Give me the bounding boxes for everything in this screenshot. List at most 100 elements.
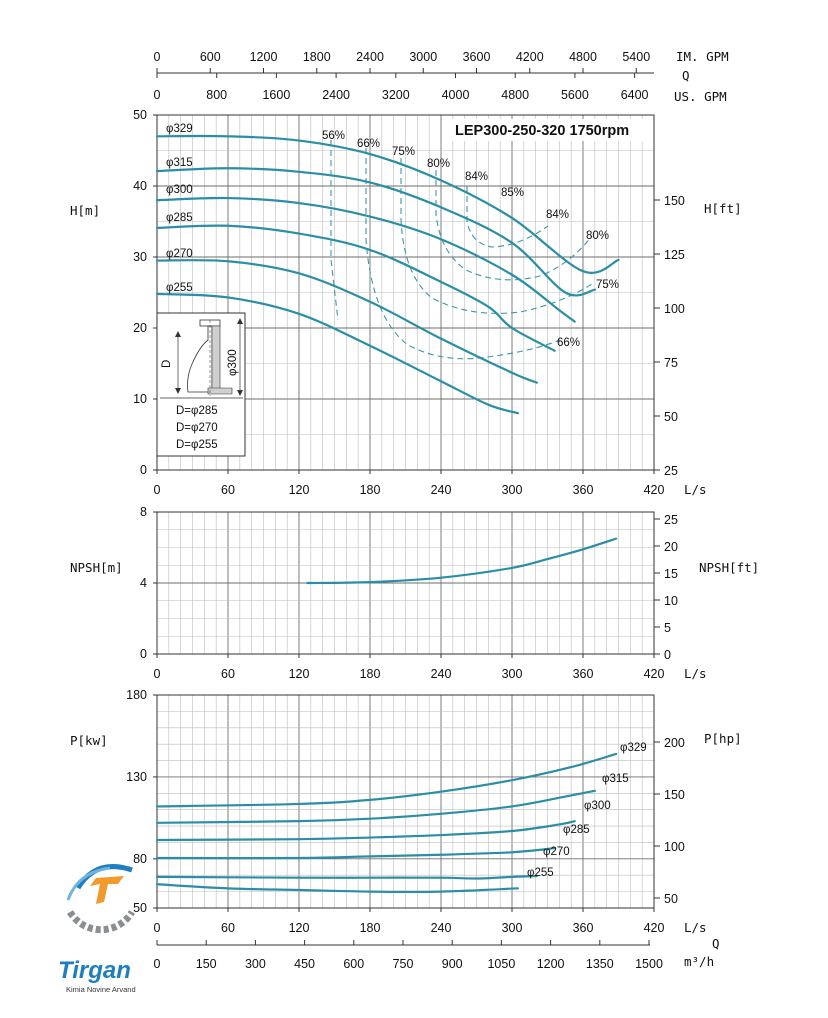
y2-tick-label: 150 <box>664 788 685 802</box>
x-tick-label: 0 <box>154 667 161 681</box>
npsh-y2-label: NPSH[ft] <box>699 560 759 575</box>
im-gpm-tick-label: 1800 <box>303 50 331 64</box>
x-tick-label: 180 <box>360 667 381 681</box>
power-curve-series <box>155 789 596 824</box>
y2-tick-label: 100 <box>664 840 685 854</box>
power-y-label: P[kw] <box>70 733 108 748</box>
x-tick-label: 60 <box>221 483 235 497</box>
eff-label: 84% <box>465 171 488 183</box>
x-tick-label: 360 <box>573 483 594 497</box>
dia-label: φ300 <box>166 184 193 196</box>
im-gpm-tick-label: 1200 <box>250 50 278 64</box>
npsh-grid: 0 60 120 180 240 300 360 420 0 4 8 0 5 10 15 20 25 <box>140 505 678 681</box>
x-tick-label: 180 <box>360 921 381 935</box>
head-x-unit: L/s <box>684 482 707 497</box>
eff-label: 80% <box>586 230 609 242</box>
power-curves <box>155 752 618 894</box>
y-tick-label: 130 <box>126 770 147 784</box>
impeller-icon <box>175 318 243 396</box>
eff-label: 80% <box>427 158 450 170</box>
x-tick-label: 120 <box>289 667 310 681</box>
eff-label: 66% <box>357 138 380 150</box>
y-tick-label: 40 <box>133 179 147 193</box>
head-y-label: H[m] <box>70 203 100 218</box>
eff-75-contour <box>400 158 593 314</box>
plot-frame <box>156 114 655 471</box>
m3h-ticks: 0 150 300 450 600 750 900 1050 1200 1350 1500 <box>154 940 663 971</box>
y-tick-label: 8 <box>140 505 147 519</box>
x-tick-label: 0 <box>154 921 161 935</box>
power-x-unit: L/s <box>684 920 707 935</box>
x-tick-label: 240 <box>431 667 452 681</box>
im-gpm-tick-label: 600 <box>200 50 221 64</box>
us-gpm-tick-label: 3200 <box>382 88 410 102</box>
y2-tick-label: 20 <box>664 540 678 554</box>
im-gpm-tick-label: 3000 <box>409 50 437 64</box>
dia-label: φ315 <box>166 157 193 169</box>
x-tick-label: 60 <box>221 667 235 681</box>
head-labels: φ329 φ315 φ300 φ285 φ270 φ255 56% 66% 75… <box>70 119 742 497</box>
y-tick-label: 180 <box>126 688 147 702</box>
y-tick-label: 0 <box>140 647 147 661</box>
y2-tick-label: 125 <box>664 248 685 262</box>
y-tick-label: 0 <box>140 463 147 477</box>
x-tick-label: 120 <box>289 921 310 935</box>
inset-line: D=φ285 <box>176 405 218 417</box>
power-dia-label: φ270 <box>543 846 570 858</box>
y-tick-label: 30 <box>133 250 147 264</box>
eff-84-contour <box>466 186 549 248</box>
y2-tick-label: 25 <box>664 513 678 527</box>
plot-frame <box>156 694 655 909</box>
power-curve-series <box>155 883 520 894</box>
x-tick-label: 360 <box>573 667 594 681</box>
m3h-tick-label: 450 <box>294 957 315 971</box>
x-tick-label: 300 <box>502 921 523 935</box>
power-dia-label: φ285 <box>563 824 590 836</box>
y2-tick-label: 200 <box>664 736 685 750</box>
x-tick-label: 360 <box>573 921 594 935</box>
title-backdrop <box>452 119 653 141</box>
head-curve-series <box>155 259 538 384</box>
x-tick-label: 420 <box>644 667 665 681</box>
y2-tick-label: 100 <box>664 302 685 316</box>
dia-label: φ329 <box>166 123 193 135</box>
us-gpm-tick-label: 5600 <box>561 88 589 102</box>
m3h-tick-label: 1200 <box>537 957 565 971</box>
x-tick-label: 0 <box>154 483 161 497</box>
m3h-tick-label: 900 <box>442 957 463 971</box>
npsh-curve-series <box>306 537 618 585</box>
logo-subtext: Kimia Novine Arvand <box>66 985 136 994</box>
eff-label: 75% <box>596 279 619 291</box>
im-gpm-unit: IM. GPM <box>676 49 729 64</box>
x-tick-label: 420 <box>644 921 665 935</box>
eff-label: 66% <box>557 337 580 349</box>
eff-66-contour <box>365 148 561 360</box>
y-tick-label: 50 <box>133 108 147 122</box>
bottom-q-label: Q <box>712 936 720 951</box>
x-tick-label: 60 <box>221 921 235 935</box>
us-gpm-tick-label: 4800 <box>501 88 529 102</box>
gear-logo-icon <box>66 864 136 934</box>
y-tick-label: 10 <box>133 392 147 406</box>
head-curve-series <box>155 134 620 274</box>
y2-tick-label: 5 <box>664 621 671 635</box>
im-gpm-tick-label: 2400 <box>356 50 384 64</box>
power-dia-label: φ315 <box>602 773 629 785</box>
eff-label: 56% <box>322 130 345 142</box>
top-flow-axes: IM. GPM Q US. GPM <box>157 49 729 104</box>
eff-label: 85% <box>501 187 524 199</box>
inset-d-label: D <box>161 360 173 368</box>
chart-title: LEP300-250-320 1750rpm <box>455 123 629 139</box>
y2-tick-label: 50 <box>664 892 678 906</box>
y2-tick-label: 75 <box>664 356 678 370</box>
head-curve-series <box>155 292 520 415</box>
eff-80-contour <box>435 170 593 281</box>
head-curve-series <box>155 167 596 297</box>
y2-tick-label: 10 <box>664 594 678 608</box>
us-gpm-tick-label: 6400 <box>621 88 649 102</box>
head-y2-label: H[ft] <box>704 201 742 216</box>
power-curve-series <box>155 847 556 860</box>
power-curve-series <box>155 874 538 880</box>
m3h-tick-label: 1050 <box>487 957 515 971</box>
y-tick-label: 50 <box>133 901 147 915</box>
